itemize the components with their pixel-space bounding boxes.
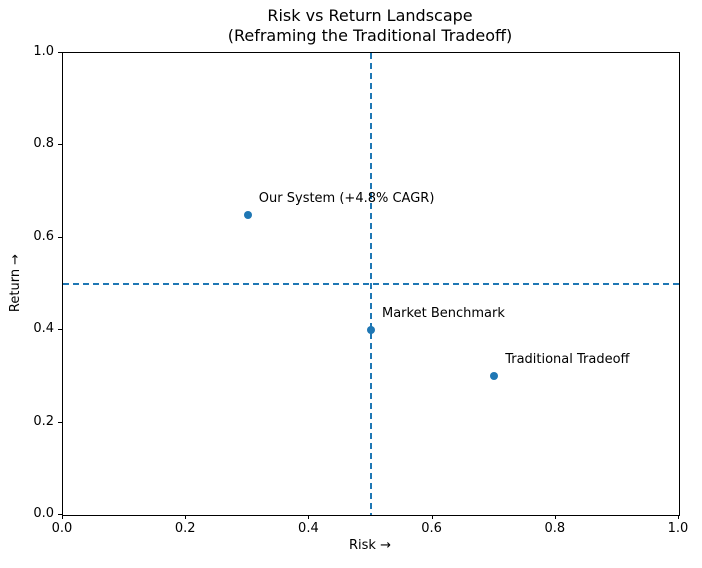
point-annotation: Market Benchmark bbox=[382, 306, 505, 322]
scatter-point bbox=[243, 210, 252, 219]
scatter-point bbox=[367, 326, 375, 335]
x-tick-mark bbox=[185, 515, 187, 519]
y-tick-mark bbox=[58, 144, 62, 146]
x-tick-mark bbox=[554, 515, 556, 519]
x-tick-label: 0.2 bbox=[174, 521, 196, 536]
y-tick-label: 1.0 bbox=[33, 44, 54, 59]
y-tick-mark bbox=[58, 514, 62, 515]
y-tick-label: 0.6 bbox=[33, 228, 54, 244]
y-tick-mark bbox=[58, 236, 62, 238]
y-tick-label: 0.4 bbox=[33, 321, 54, 337]
x-tick-label: 0.6 bbox=[421, 521, 442, 536]
plot-area: Our System (+4.8% CAGR) Market Benchmark T… bbox=[62, 52, 680, 516]
x-tick-label: 0.4 bbox=[298, 521, 319, 536]
y-tick-mark bbox=[58, 52, 62, 53]
point-annotation: Traditional Tradeoff bbox=[505, 352, 630, 368]
y-tick-mark bbox=[58, 421, 62, 423]
y-tick-label: 0.2 bbox=[33, 413, 54, 429]
chart-title: Risk vs Return Landscape bbox=[267, 6, 473, 25]
chart-subtitle: (Reframing the Traditional Tradeoff) bbox=[227, 26, 513, 45]
x-tick-mark bbox=[678, 515, 679, 519]
x-tick-label: 0.8 bbox=[544, 521, 566, 536]
y-tick-label: 0.8 bbox=[33, 136, 54, 152]
scatter-point bbox=[490, 372, 499, 381]
chart-title-block: Risk vs Return Landscape (Reframing the … bbox=[62, 6, 678, 46]
x-tick-mark bbox=[431, 515, 433, 519]
y-tick-mark bbox=[58, 329, 62, 331]
y-axis-label: Return → bbox=[8, 253, 23, 313]
reference-line-vertical bbox=[370, 53, 372, 515]
y-tick-label: 0.0 bbox=[33, 506, 54, 521]
x-tick-mark bbox=[62, 515, 63, 519]
x-tick-mark bbox=[308, 515, 310, 519]
point-annotation: Our System (+4.8% CAGR) bbox=[258, 190, 435, 206]
x-tick-label: 1.0 bbox=[667, 521, 689, 536]
x-tick-label: 0.0 bbox=[51, 521, 73, 536]
x-axis-label: Risk → bbox=[349, 538, 391, 553]
